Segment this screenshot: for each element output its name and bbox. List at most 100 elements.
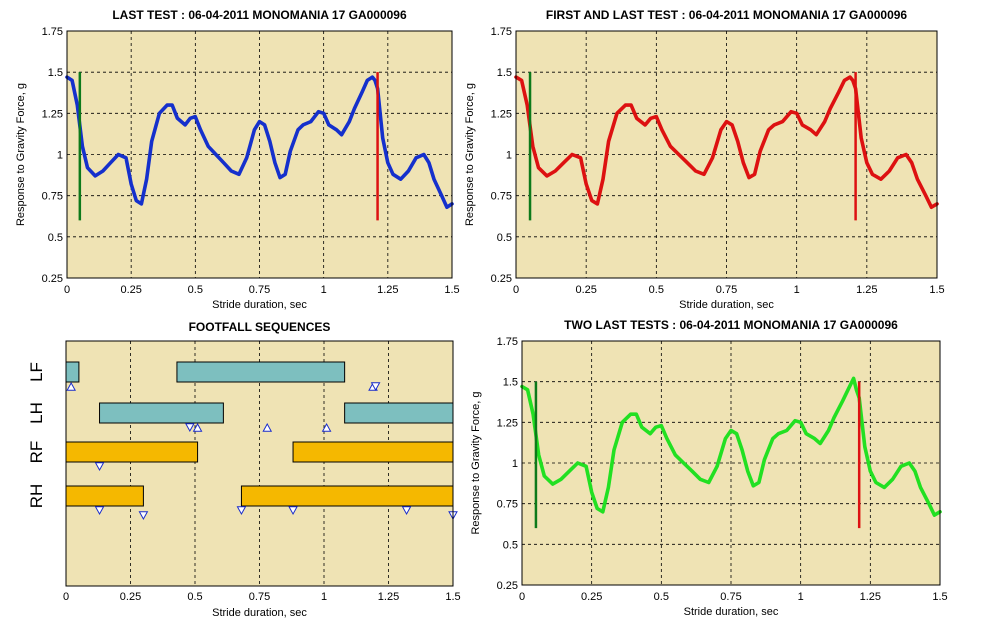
data-point	[596, 507, 598, 510]
footfall-event-triangle	[321, 422, 332, 432]
x-tick-label: 0.75	[249, 284, 270, 296]
data-point	[361, 91, 363, 93]
data-point	[716, 465, 718, 467]
data-point	[532, 413, 534, 415]
footfall-event-triangle	[138, 511, 149, 521]
data-point	[883, 486, 885, 488]
data-point	[925, 195, 927, 197]
x-tick-label: 0	[64, 284, 70, 296]
data-point	[897, 157, 899, 159]
panel-0: 0 0.25 0.5 0.75 1 1.25 1.50.250.50.7511.251.51…	[15, 8, 460, 311]
data-point	[691, 470, 693, 472]
data-point	[695, 170, 697, 172]
data-point	[630, 104, 632, 106]
data-point	[537, 167, 540, 169]
data-point	[407, 170, 409, 172]
y-tick-label: 1.25	[491, 108, 512, 120]
data-point	[415, 157, 417, 159]
data-point	[747, 470, 749, 472]
data-point	[805, 433, 807, 435]
data-point	[253, 129, 255, 131]
x-tick-label: 0.25	[120, 284, 141, 296]
data-point	[711, 157, 714, 159]
chart-title: TWO LAST TESTS : 06-04-2011 MONOMANIA 17…	[564, 318, 898, 332]
data-point	[674, 454, 676, 456]
data-point	[686, 162, 688, 164]
data-point	[772, 438, 774, 440]
data-point	[824, 121, 826, 123]
data-point	[302, 124, 304, 126]
data-point	[888, 170, 890, 172]
data-point	[875, 481, 877, 484]
data-point	[554, 170, 556, 172]
x-tick-label: 1	[794, 284, 800, 296]
data-point	[683, 462, 685, 464]
data-point	[433, 178, 435, 180]
data-point	[763, 459, 766, 461]
data-point	[526, 104, 528, 106]
data-point	[624, 104, 627, 106]
chart-title: FIRST AND LAST TEST : 06-04-2011 MONOMAN…	[546, 8, 908, 22]
data-point	[158, 112, 160, 114]
plot-frame	[65, 340, 454, 587]
y-tick-label: 0.5	[48, 232, 63, 244]
data-point	[258, 121, 261, 123]
data-point	[720, 129, 722, 131]
footfall-event-triangle	[262, 422, 273, 432]
data-point	[869, 470, 871, 472]
y-tick-label: 1	[57, 150, 63, 162]
data-point	[189, 117, 191, 119]
data-point	[563, 162, 565, 164]
x-tick-label: 1.5	[932, 591, 947, 603]
plot-frame	[521, 340, 941, 586]
data-point	[660, 425, 662, 427]
data-point	[928, 503, 930, 505]
data-point	[630, 413, 632, 415]
data-point	[585, 465, 587, 467]
y-tick-label: 1.5	[503, 377, 518, 389]
data-point	[353, 107, 356, 109]
data-point	[838, 91, 840, 93]
data-point	[724, 438, 727, 440]
footfall-event-triangle	[94, 506, 105, 516]
x-tick-label: 1.5	[929, 284, 944, 296]
x-tick-label: 0.25	[575, 284, 596, 296]
y-tick-label: 0.5	[497, 232, 512, 244]
footfall-bar	[176, 361, 346, 383]
data-point	[852, 79, 854, 81]
data-point	[328, 124, 330, 126]
data-point	[790, 111, 792, 113]
plot-frame	[66, 30, 453, 279]
data-point	[815, 134, 817, 136]
data-point	[916, 178, 919, 180]
data-point	[864, 446, 866, 448]
data-point	[538, 454, 540, 456]
data-point	[596, 203, 599, 205]
y-tick-label: 0.75	[497, 499, 518, 511]
data-point	[184, 124, 186, 126]
x-tick-label: 1	[321, 284, 327, 296]
data-point	[794, 420, 796, 422]
data-point	[829, 107, 831, 109]
x-tick-label: 0.75	[249, 591, 270, 603]
series-line	[520, 376, 942, 517]
y-tick-label: 1.75	[42, 26, 63, 38]
data-point	[752, 485, 754, 487]
chart-title: FOOTFALL SEQUENCES	[189, 320, 331, 334]
data-point	[223, 162, 225, 164]
data-point	[678, 153, 680, 156]
data-point	[428, 162, 430, 164]
data-point	[819, 442, 821, 445]
x-tick-label: 0	[519, 591, 525, 603]
x-tick-label: 1	[321, 591, 327, 603]
y-tick-label: 1.5	[497, 67, 512, 79]
data-point	[374, 79, 376, 81]
data-point	[279, 177, 281, 179]
x-axis-label: Stride duration, sec	[679, 299, 774, 311]
x-tick-label: 1.25	[860, 591, 881, 603]
data-point	[786, 429, 788, 432]
y-tick-label: 0.75	[42, 191, 63, 203]
footfall-event-triangle	[184, 423, 195, 433]
data-point	[366, 79, 368, 81]
y-tick-label: 0.25	[497, 580, 518, 592]
